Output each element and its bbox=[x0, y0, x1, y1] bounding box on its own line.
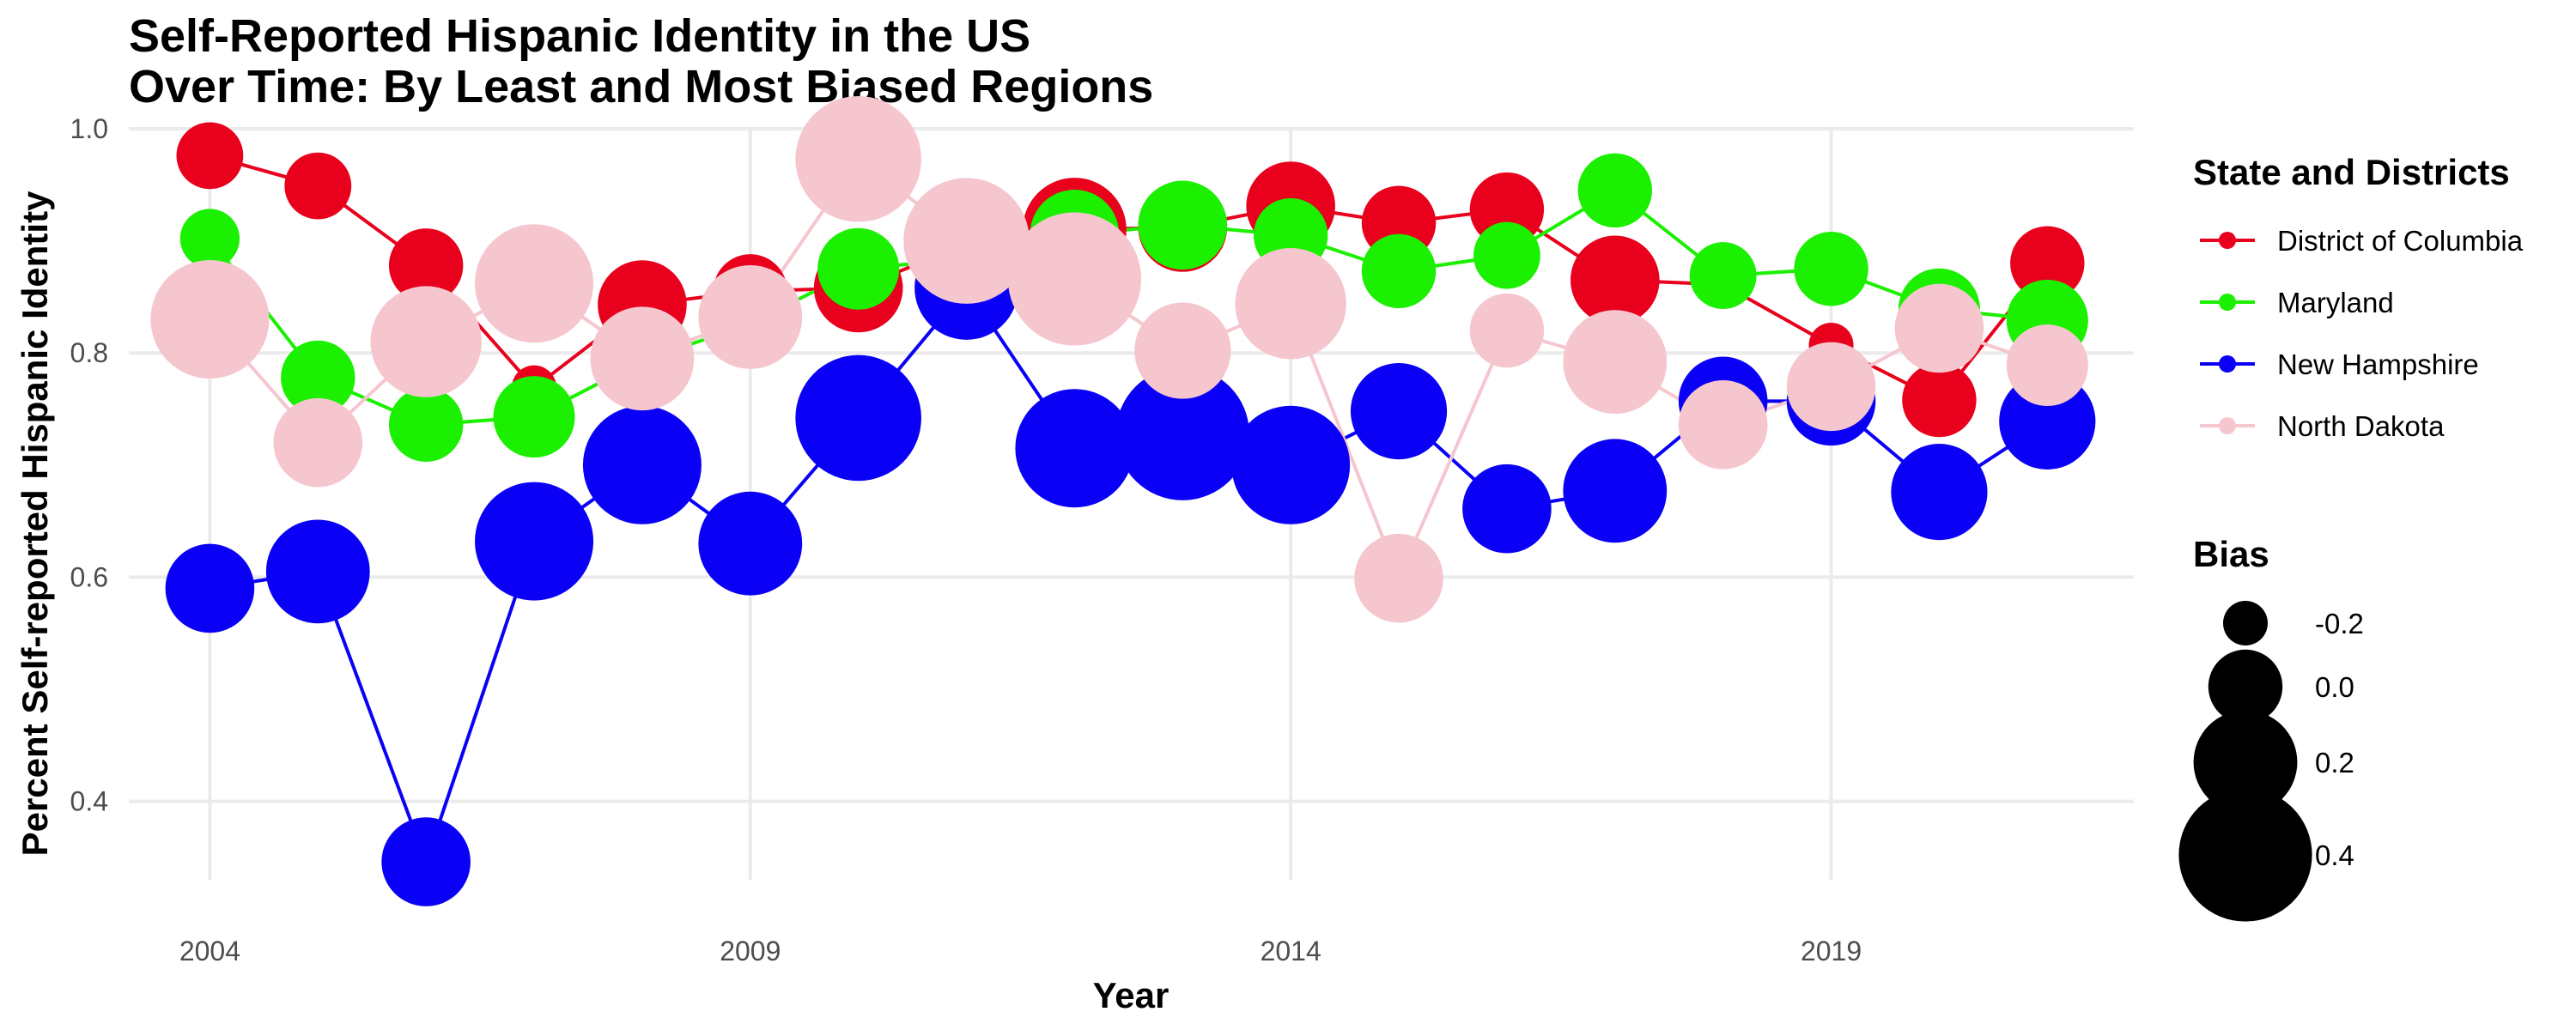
data-point-new-hampshire bbox=[1462, 464, 1552, 554]
data-point-maryland bbox=[1138, 180, 1228, 270]
data-point-new-hampshire bbox=[475, 482, 594, 601]
data-point-district-of-columbia bbox=[2010, 226, 2085, 300]
x-tick-label: 2009 bbox=[720, 936, 781, 966]
x-tick-label: 2019 bbox=[1801, 936, 1862, 966]
data-point-district-of-columbia bbox=[176, 122, 244, 190]
data-point-new-hampshire bbox=[265, 519, 370, 624]
x-tick-label: 2004 bbox=[179, 936, 240, 966]
data-point-maryland bbox=[1473, 221, 1540, 289]
chart-title-line-1: Self-Reported Hispanic Identity in the U… bbox=[129, 10, 1030, 62]
legend-size-title: Bias bbox=[2193, 534, 2269, 574]
data-point-maryland bbox=[817, 227, 900, 310]
legend-size-label: 0.0 bbox=[2315, 671, 2354, 703]
data-point-new-hampshire bbox=[1015, 389, 1134, 508]
data-point-new-hampshire bbox=[165, 543, 255, 633]
data-point-new-hampshire bbox=[1563, 439, 1668, 543]
legend-key-point bbox=[2219, 355, 2236, 373]
y-tick-label: 0.6 bbox=[70, 561, 108, 592]
data-point-district-of-columbia bbox=[388, 228, 464, 303]
legend-size-key bbox=[2223, 601, 2268, 645]
legend-size-entries: -0.2 0.0 0.2 0.4 bbox=[2178, 601, 2364, 922]
legend-key-point bbox=[2219, 417, 2236, 434]
legend-label-new-hampshire: New Hampshire bbox=[2277, 348, 2479, 380]
legend-color-entries: District of Columbia Maryland New Hampshir… bbox=[2200, 225, 2524, 442]
data-point-north-dakota bbox=[698, 265, 803, 369]
data-point-new-hampshire bbox=[1891, 444, 1988, 541]
data-point-maryland bbox=[281, 340, 355, 415]
x-axis-ticks: 2004 2009 2014 2019 bbox=[179, 936, 1862, 966]
data-point-north-dakota bbox=[1563, 310, 1668, 415]
x-tick-label: 2014 bbox=[1261, 936, 1321, 966]
legend-size-label: 0.4 bbox=[2315, 839, 2354, 871]
data-point-north-dakota bbox=[1007, 212, 1142, 346]
data-point-new-hampshire bbox=[1350, 363, 1448, 460]
x-axis-title: Year bbox=[1093, 975, 1170, 1015]
legend-color-title: State and Districts bbox=[2193, 152, 2510, 192]
data-point-north-dakota bbox=[795, 95, 921, 222]
data-point-maryland bbox=[493, 376, 575, 458]
y-tick-label: 0.8 bbox=[70, 337, 108, 368]
legend-size-key bbox=[2208, 649, 2283, 724]
data-point-north-dakota bbox=[1354, 533, 1443, 623]
data-point-north-dakota bbox=[2006, 324, 2088, 407]
data-point-new-hampshire bbox=[582, 405, 702, 524]
legend-label-maryland: Maryland bbox=[2277, 287, 2394, 318]
data-point-district-of-columbia bbox=[284, 152, 352, 220]
data-point-north-dakota bbox=[370, 286, 482, 397]
data-point-north-dakota bbox=[1134, 302, 1231, 399]
data-point-north-dakota bbox=[1235, 248, 1346, 360]
data-point-north-dakota bbox=[1786, 342, 1876, 432]
y-tick-label: 0.4 bbox=[70, 786, 108, 817]
data-point-north-dakota bbox=[273, 397, 363, 488]
legend-size-label: 0.2 bbox=[2315, 747, 2354, 779]
data-point-north-dakota bbox=[1894, 283, 1984, 373]
y-tick-label: 1.0 bbox=[70, 113, 108, 144]
y-axis-ticks: 0.4 0.6 0.8 1.0 bbox=[70, 113, 108, 817]
legend-label-district-of-columbia: District of Columbia bbox=[2277, 225, 2524, 257]
data-point-new-hampshire bbox=[698, 491, 803, 596]
legend-size-label: -0.2 bbox=[2315, 608, 2364, 639]
data-point-maryland bbox=[1689, 242, 1757, 309]
legend-size-key bbox=[2178, 788, 2312, 922]
data-point-north-dakota bbox=[1678, 379, 1768, 470]
data-point-new-hampshire bbox=[1115, 367, 1249, 500]
data-point-maryland bbox=[388, 387, 464, 462]
y-axis-title: Percent Self-reported Hispanic Identity bbox=[15, 191, 55, 856]
data-point-north-dakota bbox=[590, 306, 695, 411]
data-point-maryland bbox=[1794, 232, 1868, 306]
data-point-north-dakota bbox=[150, 260, 270, 379]
data-point-new-hampshire bbox=[795, 354, 921, 482]
legend: State and Districts District of Columbia… bbox=[2178, 152, 2524, 922]
data-point-north-dakota bbox=[1469, 293, 1545, 368]
legend-size-key bbox=[2193, 710, 2298, 815]
data-point-maryland bbox=[179, 209, 240, 269]
chart-title-line-2: Over Time: By Least and Most Biased Regi… bbox=[129, 61, 1153, 112]
series-points bbox=[150, 95, 2096, 906]
legend-key-point bbox=[2219, 294, 2236, 311]
data-point-maryland bbox=[1577, 153, 1652, 228]
data-point-new-hampshire bbox=[381, 817, 471, 906]
data-point-north-dakota bbox=[475, 224, 594, 343]
legend-key-point bbox=[2219, 232, 2236, 249]
legend-label-north-dakota: North Dakota bbox=[2277, 410, 2445, 442]
data-point-district-of-columbia bbox=[1570, 235, 1660, 325]
data-point-north-dakota bbox=[903, 178, 1030, 304]
data-point-maryland bbox=[1361, 233, 1437, 309]
data-point-new-hampshire bbox=[1231, 405, 1351, 524]
data-point-district-of-columbia bbox=[1902, 362, 1977, 438]
